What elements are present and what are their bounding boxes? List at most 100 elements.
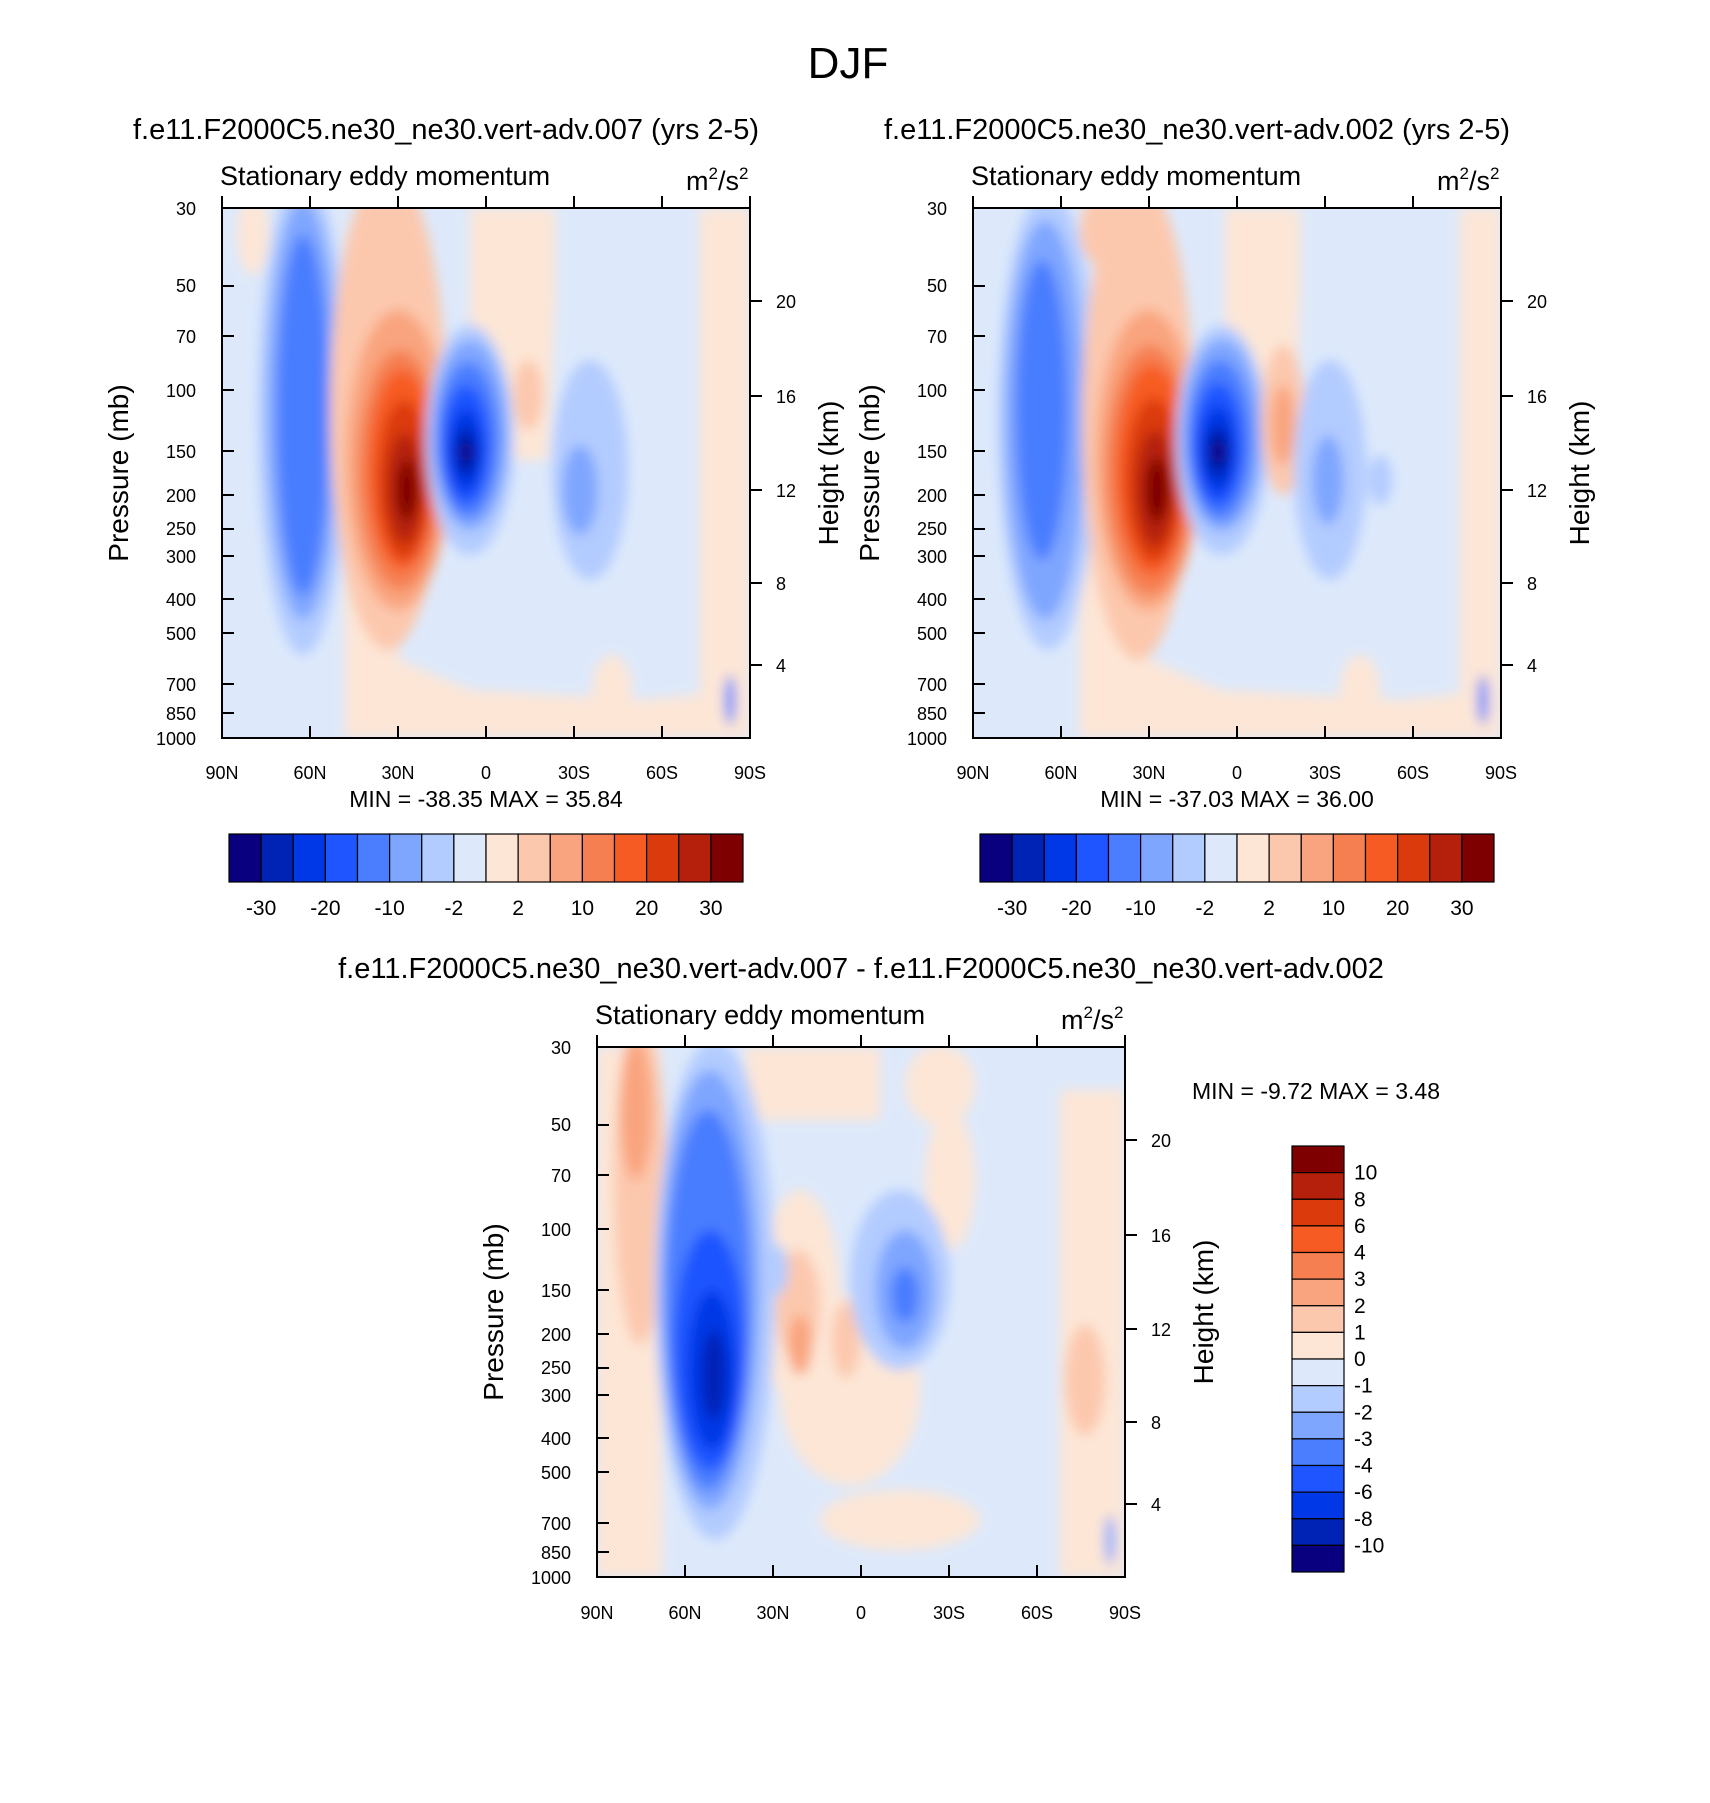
colorbar-label: 0 [1354, 1348, 1366, 1371]
y-tick-label: 200 [166, 486, 196, 506]
colorbar: -30 -20 -10 -2 2 10 20 30 [228, 833, 744, 920]
colorbar-swatch [1107, 833, 1142, 883]
colorbar-swatch [1268, 833, 1302, 883]
y-tick-label: 250 [541, 1358, 571, 1378]
y-tick-label: 700 [917, 675, 947, 695]
colorbar-label: 8 [1354, 1188, 1366, 1211]
colorbar-swatch [1429, 833, 1463, 883]
height-tick-label: 8 [1151, 1413, 1161, 1433]
y-tick-label: 100 [917, 381, 947, 401]
colorbar-swatch [228, 833, 262, 883]
min-max-stats: MIN = -9.72 MAX = 3.48 [1192, 1078, 1440, 1104]
colorbar-swatch [453, 833, 487, 883]
colorbar-swatch [1291, 1438, 1345, 1467]
panel-title: f.e11.F2000C5.ne30_ne30.vert-adv.007 (yr… [133, 114, 759, 146]
colorbar-label: 20 [635, 897, 658, 920]
height-axis-title: Height (km) [1564, 401, 1595, 546]
x-tick-label: 0 [1232, 763, 1242, 783]
y-tick-label: 70 [551, 1166, 571, 1186]
height-tick-label: 20 [776, 292, 796, 312]
colorbar-swatch [292, 833, 326, 883]
variable-label: Stationary eddy momentum [971, 161, 1301, 191]
x-tick-label: 90N [956, 763, 989, 783]
contour-field [973, 208, 1501, 738]
y-tick-label: 300 [917, 547, 947, 567]
y-tick-label: 70 [176, 327, 196, 347]
y-tick-label: 500 [917, 624, 947, 644]
x-tick-label: 60N [293, 763, 326, 783]
height-tick-label: 4 [776, 656, 786, 676]
colorbar-label: -2 [1354, 1401, 1373, 1424]
colorbar-swatch [1291, 1305, 1345, 1333]
y-tick-label: 250 [917, 519, 947, 539]
x-tick-label: 30S [933, 1603, 965, 1623]
colorbar-swatch [389, 833, 423, 883]
panel-difference: f.e11.F2000C5.ne30_ne30.vert-adv.007 - f… [338, 953, 1440, 1623]
x-axis: 90N 60N 30N 0 30S 60S 90S [205, 196, 766, 783]
colorbar-swatch [646, 833, 680, 883]
y-tick-label: 70 [927, 327, 947, 347]
colorbar-swatch [1332, 833, 1367, 883]
colorbar-swatch [710, 833, 744, 883]
x-tick-label: 60S [646, 763, 678, 783]
x-tick-label: 60N [668, 1603, 701, 1623]
x-axis: 90N 60N 30N 0 30S 60S 90S [956, 196, 1517, 783]
colorbar-label: -10 [1354, 1534, 1384, 1557]
colorbar-swatch [979, 833, 1013, 883]
units-label: m2/s2 [686, 164, 748, 196]
min-max-stats: MIN = -37.03 MAX = 36.00 [1100, 786, 1374, 812]
y-tick-label: 150 [917, 442, 947, 462]
colorbar-swatch [1300, 833, 1334, 883]
colorbar-label: -30 [246, 897, 276, 920]
colorbar-label: 4 [1354, 1242, 1366, 1265]
y-tick-label: 50 [927, 276, 947, 296]
colorbar-label: -1 [1354, 1375, 1373, 1398]
colorbar-label: -30 [997, 897, 1027, 920]
y-tick-label: 850 [917, 704, 947, 724]
colorbar-swatch [1291, 1198, 1345, 1227]
x-tick-label: 30N [756, 1603, 789, 1623]
colorbar-label: -8 [1354, 1508, 1373, 1531]
x-tick-label: 60N [1044, 763, 1077, 783]
y-tick-label: 500 [541, 1463, 571, 1483]
colorbar-swatch [1291, 1464, 1345, 1493]
y-tick-label: 850 [166, 704, 196, 724]
y-tick-label: 30 [176, 199, 196, 219]
height-axis: 20 16 12 8 4 Height (km) [1125, 1131, 1219, 1515]
x-tick-label: 90N [580, 1603, 613, 1623]
colorbar-swatch [613, 833, 648, 883]
units-label: m2/s2 [1437, 164, 1499, 196]
height-tick-label: 4 [1527, 656, 1537, 676]
colorbar-swatch [1291, 1225, 1345, 1254]
y-tick-label: 400 [166, 590, 196, 610]
colorbar-swatch [1291, 1358, 1345, 1387]
colorbar-swatch [1291, 1518, 1345, 1546]
x-tick-label: 60S [1397, 763, 1429, 783]
colorbar-swatch [260, 833, 294, 883]
contour-field [597, 1047, 1125, 1577]
variable-label: Stationary eddy momentum [595, 1000, 925, 1030]
colorbar-label: -3 [1354, 1428, 1373, 1451]
colorbar-label: 6 [1354, 1215, 1366, 1238]
y-tick-label: 700 [166, 675, 196, 695]
colorbar-swatch [324, 833, 359, 883]
colorbar-swatch [581, 833, 616, 883]
colorbar-swatch [1291, 1172, 1345, 1200]
y-axis: 30 50 70 100 150 200 250 300 400 500 700… [478, 1038, 609, 1588]
x-tick-label: 0 [481, 763, 491, 783]
colorbar-label: 10 [571, 897, 594, 920]
colorbar-label: 1 [1354, 1321, 1366, 1344]
figure-title: DJF [808, 39, 889, 88]
height-tick-label: 20 [1151, 1131, 1171, 1151]
x-tick-label: 0 [856, 1603, 866, 1623]
units-label: m2/s2 [1061, 1003, 1123, 1035]
y-axis-title: Pressure (mb) [854, 384, 885, 561]
height-tick-label: 8 [1527, 574, 1537, 594]
y-tick-label: 1000 [156, 729, 196, 749]
colorbar-swatch [1291, 1278, 1345, 1307]
colorbar-swatch [1291, 1251, 1345, 1280]
y-axis: 30 50 70 100 150 200 250 300 400 500 700… [854, 199, 985, 749]
colorbar-swatch [678, 833, 712, 883]
